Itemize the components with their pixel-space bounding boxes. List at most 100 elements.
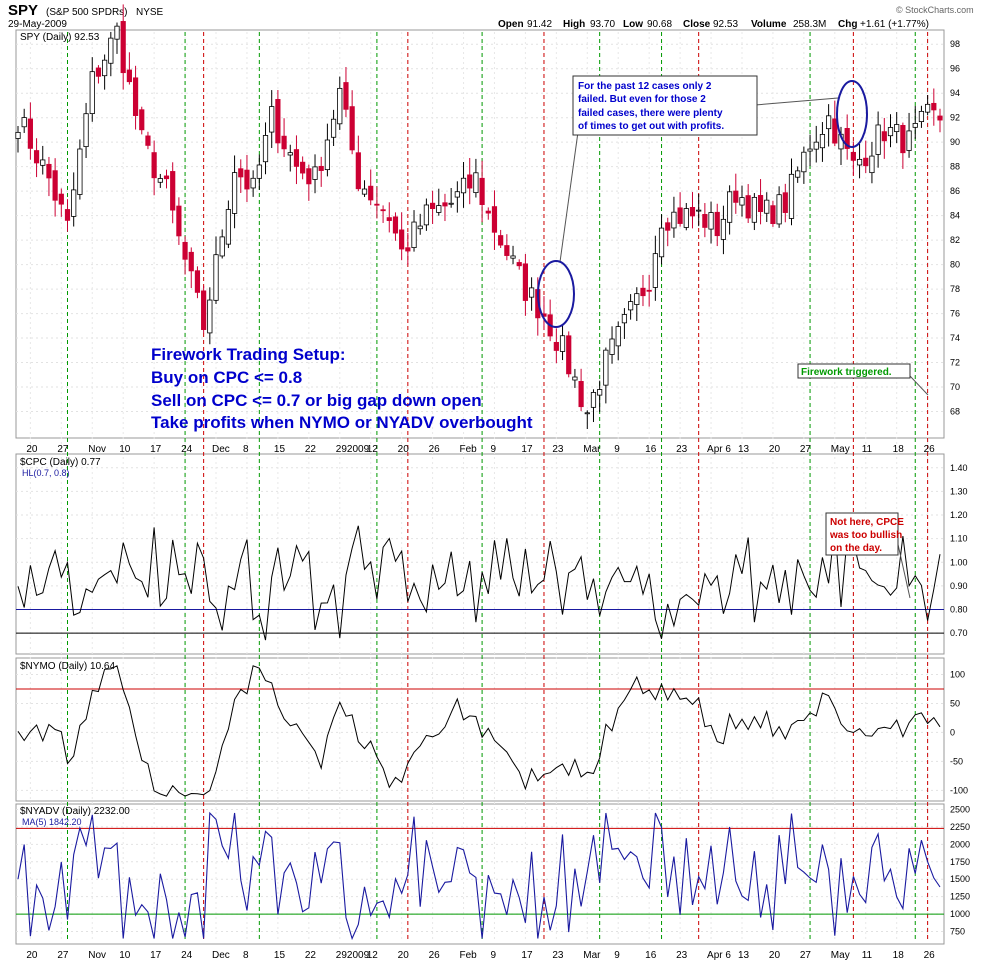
- x-tick-label: 15: [274, 444, 286, 455]
- candle-body: [194, 270, 201, 293]
- candle-body: [689, 207, 696, 217]
- open-value: 91.42: [527, 19, 552, 30]
- x-tick-label: May: [831, 444, 850, 455]
- x-tick-label: 26: [924, 950, 936, 961]
- candle-body: [380, 209, 386, 212]
- candle-body: [89, 71, 95, 115]
- candle-body: [770, 205, 776, 224]
- candle-body: [77, 148, 83, 195]
- candle-body: [615, 326, 621, 347]
- x-axis-ticks: 20 20 27 27 Nov Nov 10 10 17 17 24 24 Dec Dec 8 8 15 15 22…: [26, 444, 935, 961]
- y-tick-label: 88: [950, 162, 960, 172]
- low-label: Low: [623, 19, 643, 30]
- candle-body: [102, 59, 108, 77]
- x-tick-label: 26: [429, 444, 441, 455]
- candle-body: [429, 202, 436, 210]
- x-tick-label: 16: [645, 950, 657, 961]
- x-tick-label: 13: [738, 444, 750, 455]
- x-tick-label: 26: [429, 950, 441, 961]
- high-label: High: [563, 19, 585, 30]
- volume-value: 258.3M: [793, 19, 826, 30]
- candle-body: [15, 131, 21, 139]
- x-tick-label: Mar: [583, 950, 601, 961]
- candle-body: [256, 164, 262, 179]
- y-tick-label: 96: [950, 64, 960, 74]
- candle-body: [516, 262, 522, 267]
- candle-body: [448, 202, 454, 205]
- chart-date: 29-May-2009: [8, 19, 67, 30]
- candle-body: [293, 149, 300, 167]
- candle-body: [225, 209, 231, 245]
- nyadv-line: [17, 811, 941, 941]
- candle-body: [392, 216, 399, 234]
- x-tick-label: Feb: [460, 444, 478, 455]
- candle-body: [33, 150, 40, 164]
- candle-body: [281, 135, 287, 150]
- candle-body: [21, 117, 27, 128]
- candle-body: [114, 25, 120, 40]
- y-tick-label: 94: [950, 88, 960, 98]
- x-tick-label: Apr 6: [707, 950, 731, 961]
- candle-body: [423, 204, 430, 226]
- y-tick-label: 2000: [950, 839, 970, 849]
- spy-panel-title: SPY (Daily) 92.53: [20, 32, 100, 43]
- candle-body: [894, 124, 900, 133]
- x-tick-label: 12: [367, 444, 379, 455]
- candle-body: [658, 227, 665, 258]
- candle-body: [244, 169, 250, 190]
- candle-body: [696, 209, 702, 212]
- x-tick-label: 24: [181, 444, 193, 455]
- candle-body: [132, 77, 139, 116]
- candle-body: [590, 392, 597, 408]
- candle-body: [714, 211, 720, 237]
- x-tick-label: 20: [26, 444, 38, 455]
- candle-body: [918, 110, 925, 123]
- candle-body: [386, 217, 392, 221]
- x-tick-label: 22: [305, 950, 317, 961]
- cpc-line: [17, 525, 941, 641]
- cpce-pointer: [896, 539, 911, 599]
- candle-body: [405, 247, 411, 252]
- candle-body: [832, 118, 838, 144]
- volume-label: Volume: [751, 19, 787, 30]
- x-tick-label: 24: [181, 950, 193, 961]
- candle-body: [312, 166, 318, 180]
- candle-body: [349, 106, 355, 151]
- y-tick-label: 76: [950, 309, 960, 319]
- candle-body: [869, 155, 875, 174]
- cpce-box: [825, 512, 899, 556]
- setup-vertical-lines: [67, 32, 929, 942]
- nyadv-panel-frame: [15, 803, 945, 945]
- callout-pointer: [559, 131, 579, 263]
- candle-body: [745, 195, 751, 219]
- candle-body: [120, 21, 126, 74]
- candle-body: [368, 185, 374, 201]
- candle-body: [856, 158, 863, 166]
- candle-body: [454, 191, 460, 198]
- x-tick-label: 17: [521, 444, 533, 455]
- candle-body: [708, 212, 714, 230]
- candle-body: [665, 222, 671, 231]
- candle-body: [504, 245, 510, 256]
- x-tick-label: 10: [119, 444, 131, 455]
- x-tick-label: 20: [769, 444, 781, 455]
- x-tick-label: 23: [676, 950, 688, 961]
- x-tick-label: Feb: [460, 950, 478, 961]
- candle-body: [801, 151, 807, 173]
- candle-body: [108, 37, 114, 64]
- candle-body: [900, 125, 906, 154]
- spy-candles: [15, 4, 943, 429]
- x-tick-label: 20: [398, 444, 410, 455]
- candle-body: [677, 207, 683, 224]
- highlight-circle: [537, 260, 575, 328]
- x-tick-label: 18: [893, 950, 905, 961]
- candle-body: [467, 174, 473, 189]
- candle-body: [491, 206, 498, 233]
- candle-body: [275, 99, 281, 144]
- candle-body: [58, 193, 64, 205]
- trigger-label: Firework triggered.: [801, 367, 892, 378]
- y-tick-label: 750: [950, 927, 965, 937]
- candle-body: [170, 171, 176, 211]
- candle-body: [219, 236, 225, 257]
